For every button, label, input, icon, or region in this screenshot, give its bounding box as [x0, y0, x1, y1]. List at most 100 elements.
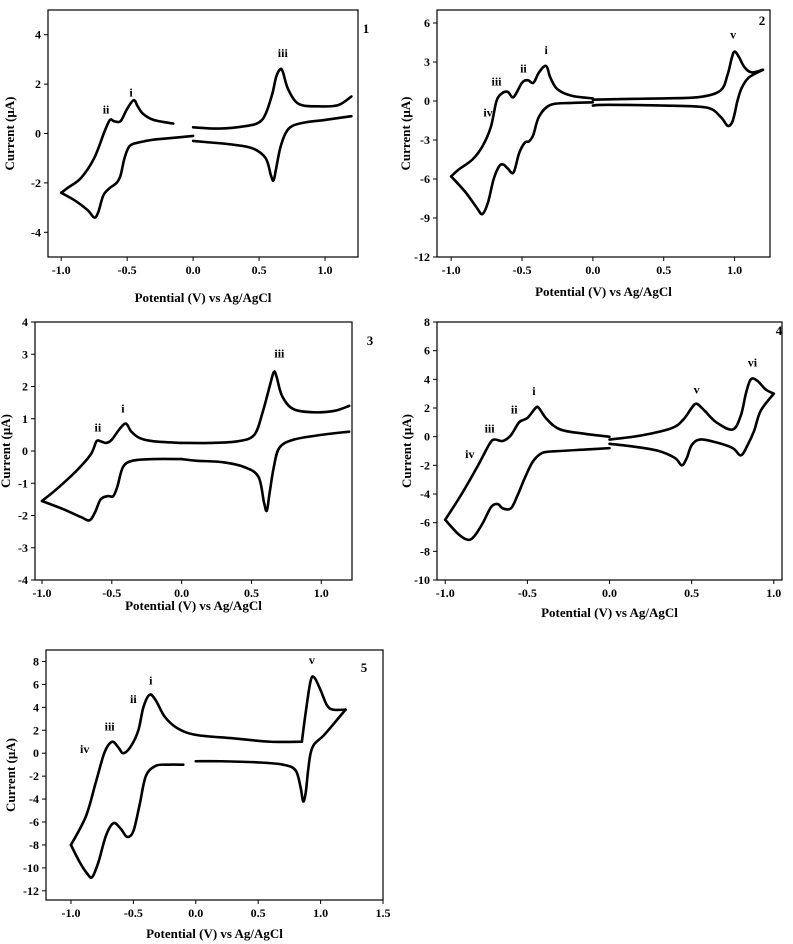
x-axis-label: Potential (V) vs Ag/AgCl: [135, 290, 272, 305]
peak-label: iv: [465, 447, 474, 461]
x-tick-label: -0.5: [124, 906, 143, 920]
cv-curve-segment: [59, 134, 195, 219]
peak-label: iii: [278, 46, 289, 60]
cv-panel-3: -1.0 -0.5 0.0 0.5 1.0 -4 -3 -2 -1 0 1 2 3 4 Potential …: [0, 315, 374, 613]
y-tick-label: -1: [18, 476, 28, 490]
x-tick-label: 0.5: [656, 263, 671, 277]
y-tick-label: 2: [22, 380, 28, 394]
peak-label: i: [129, 85, 133, 99]
x-tick-label: 0.5: [251, 906, 266, 920]
y-tick-label: 6: [33, 677, 39, 691]
x-tick-label: 1.5: [376, 906, 391, 920]
cv-curve-segment: [180, 430, 351, 513]
y-tick-label: -6: [420, 516, 430, 530]
y-tick-label: -4: [18, 573, 28, 587]
cv-curve-segment: [194, 708, 347, 803]
y-tick-label: -2: [29, 769, 39, 783]
y-tick-label: -2: [18, 509, 28, 523]
cv-panel-1: -1.0 -0.5 0.0 0.5 1.0 -4 -2 0 2 4 Potential (V) vs…: [2, 9, 370, 305]
plot-frame: [34, 321, 353, 581]
x-tick-label: 1.0: [314, 586, 329, 600]
panel-label: 2: [759, 13, 766, 28]
y-axis-label: Current (μA): [2, 97, 17, 171]
cv-curve-segment: [40, 422, 183, 503]
x-tick-label: -0.5: [102, 586, 121, 600]
plot-frame: [47, 9, 359, 258]
x-tick-label: 0.0: [186, 263, 201, 277]
cv-curve-segment: [443, 446, 611, 542]
y-tick-label: -8: [29, 838, 39, 852]
peak-label: v: [309, 653, 315, 667]
plot-frame: [436, 321, 783, 581]
plot-frame: [45, 649, 384, 901]
x-tick-label: -1.0: [442, 263, 461, 277]
cv-curve-segment: [591, 50, 765, 101]
y-axis-label: Current (μA): [398, 97, 413, 171]
y-tick-label: 3: [424, 55, 430, 69]
y-tick-label: -2: [31, 176, 41, 190]
peak-label: ii: [130, 692, 137, 706]
y-tick-label: 6: [424, 344, 430, 358]
y-tick-label: 0: [424, 94, 430, 108]
x-tick-label: -1.0: [52, 263, 71, 277]
x-tick-label: 0.0: [602, 586, 617, 600]
y-tick-label: -10: [23, 861, 39, 875]
y-tick-label: -2: [420, 458, 430, 472]
cv-curve-segment: [59, 98, 175, 195]
cv-curve-segment: [449, 101, 595, 216]
y-tick-label: 0: [424, 430, 430, 444]
x-axis-label: Potential (V) vs Ag/AgCl: [535, 284, 672, 299]
x-tick-label: 0.5: [684, 586, 699, 600]
y-tick-label: 0: [35, 127, 41, 141]
panel-label: 1: [363, 21, 370, 36]
y-tick-label: 2: [35, 77, 41, 91]
y-tick-label: 6: [424, 16, 430, 30]
x-tick-label: 0.5: [244, 586, 259, 600]
y-tick-label: -4: [29, 792, 39, 806]
cv-curve-segment: [69, 763, 185, 879]
x-axis-label: Potential (V) vs Ag/AgCl: [125, 598, 262, 613]
x-tick-label: 0.0: [174, 586, 189, 600]
cv-curve-segment: [591, 68, 765, 128]
y-tick-label: 4: [22, 315, 28, 329]
x-tick-label: -1.0: [32, 586, 51, 600]
peak-label: iii: [492, 74, 503, 88]
y-tick-label: 4: [424, 372, 430, 386]
cv-curve-segment: [40, 457, 183, 522]
x-tick-label: 1.0: [318, 263, 333, 277]
cv-curve-segment: [180, 370, 351, 445]
plot-frame: [436, 9, 771, 258]
peak-label: v: [694, 383, 700, 397]
panel-label: 5: [361, 660, 368, 675]
peak-label: vi: [748, 355, 758, 369]
x-tick-label: 0.0: [585, 263, 600, 277]
y-tick-label: 2: [424, 401, 430, 415]
peak-label: iv: [483, 106, 492, 120]
y-tick-label: 4: [35, 28, 41, 42]
y-tick-label: 4: [33, 700, 39, 714]
peak-label: v: [730, 28, 736, 42]
cv-curve-segment: [443, 405, 611, 522]
y-tick-label: -3: [18, 541, 28, 555]
cv-curve-segment: [300, 675, 347, 744]
cv-curve-segment: [69, 693, 304, 847]
y-axis-label: Current (μA): [399, 414, 414, 488]
peak-label: iii: [274, 346, 285, 360]
peak-label: i: [532, 384, 536, 398]
x-tick-label: -1.0: [61, 906, 80, 920]
cv-curve-segment: [608, 377, 776, 441]
cv-curve-segment: [191, 67, 353, 130]
peak-label: i: [544, 43, 548, 57]
peak-label: iv: [80, 742, 89, 756]
y-tick-label: -8: [420, 544, 430, 558]
cv-curve-segment: [449, 64, 595, 178]
y-tick-label: 1: [22, 412, 28, 426]
x-tick-label: 1.0: [727, 263, 742, 277]
peak-label: iii: [485, 421, 496, 435]
y-tick-label: 8: [424, 315, 430, 329]
y-tick-label: -6: [420, 172, 430, 186]
x-tick-label: 0.5: [252, 263, 267, 277]
cv-curve-segment: [608, 392, 776, 467]
y-tick-label: 2: [33, 723, 39, 737]
